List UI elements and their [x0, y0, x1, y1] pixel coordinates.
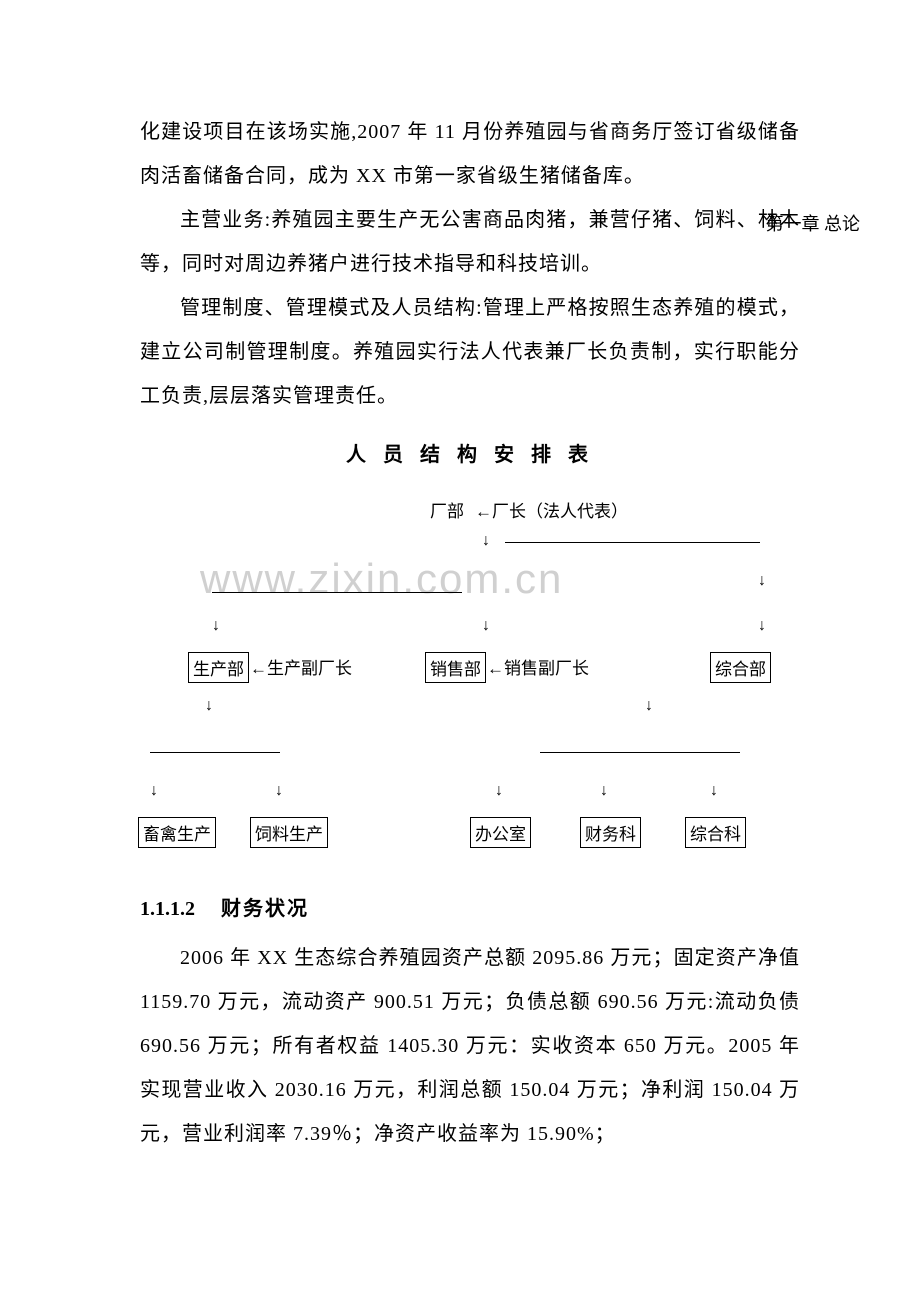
finance-title: 财务状况	[221, 898, 309, 920]
paragraph-4: 2006 年 XX 生态综合养殖园资产总额 2095.86 万元；固定资产净值 …	[140, 936, 800, 1156]
org-bottom-3: 办公室	[470, 817, 531, 848]
arrow-icon: ↓	[482, 532, 490, 550]
org-bottom-4: 财务科	[580, 817, 641, 848]
arrow-icon: ↓	[150, 782, 158, 800]
org-chart-title: 人 员 结 构 安 排 表	[140, 438, 800, 467]
hline	[212, 592, 462, 593]
hline	[540, 752, 740, 753]
org-sales-dept-box: 销售部	[425, 652, 486, 683]
finance-number: 1.1.1.2	[140, 898, 195, 920]
paragraph-2: 主营业务:养殖园主要生产无公害商品肉猪，兼营仔猪、饲料、林木等，同时对周边养猪户…	[140, 198, 800, 286]
arrow-icon: ↓	[645, 697, 653, 715]
arrow-icon: ↓	[758, 617, 766, 635]
org-sales-text: ←销售副厂长	[487, 654, 589, 679]
paragraph-4-text: 2006 年 XX 生态综合养殖园资产总额 2095.86 万元；固定资产净值 …	[140, 936, 800, 1156]
arrow-icon: ↓	[205, 697, 213, 715]
arrow-icon: ↓	[710, 782, 718, 800]
org-prod-dept-box: 生产部	[188, 652, 249, 683]
paragraph-1-text: 化建设项目在该场实施,2007 年 11 月份养殖园与省商务厅签订省级储备肉活畜…	[140, 121, 800, 187]
org-top-right: ←厂长（法人代表）	[475, 497, 628, 522]
org-top-left: 厂部	[430, 497, 464, 522]
paragraph-2-text: 主营业务:养殖园主要生产无公害商品肉猪，兼营仔猪、饲料、林木等，同时对周边养猪户…	[140, 198, 800, 286]
paragraph-1: 化建设项目在该场实施,2007 年 11 月份养殖园与省商务厅签订省级储备肉活畜…	[140, 110, 800, 198]
finance-heading: 1.1.1.2 财务状况	[140, 892, 800, 921]
hline	[150, 752, 280, 753]
paragraph-3: 管理制度、管理模式及人员结构:管理上严格按照生态养殖的模式，建立公司制管理制度。…	[140, 286, 800, 418]
document-page: 化建设项目在该场实施,2007 年 11 月份养殖园与省商务厅签订省级储备肉活畜…	[0, 0, 920, 1236]
org-bottom-1: 畜禽生产	[138, 817, 216, 848]
hline	[505, 542, 760, 543]
arrow-icon: ↓	[600, 782, 608, 800]
chapter-side-note: 第一章 总论	[766, 210, 861, 236]
org-prod-text: ←生产副厂长	[250, 654, 352, 679]
arrow-icon: ↓	[275, 782, 283, 800]
org-bottom-5: 综合科	[685, 817, 746, 848]
arrow-icon: ↓	[212, 617, 220, 635]
arrow-icon: ↓	[482, 617, 490, 635]
arrow-icon: ↓	[758, 572, 766, 590]
org-chart: 厂部 ←厂长（法人代表） ↓ ↓ ↓ ↓ ↓ 生产部 ←生产副厂长 销售部 ←销…	[150, 497, 790, 867]
org-bottom-2: 饲料生产	[250, 817, 328, 848]
arrow-icon: ↓	[495, 782, 503, 800]
org-general-dept-box: 综合部	[710, 652, 771, 683]
paragraph-3-text: 管理制度、管理模式及人员结构:管理上严格按照生态养殖的模式，建立公司制管理制度。…	[140, 286, 800, 418]
